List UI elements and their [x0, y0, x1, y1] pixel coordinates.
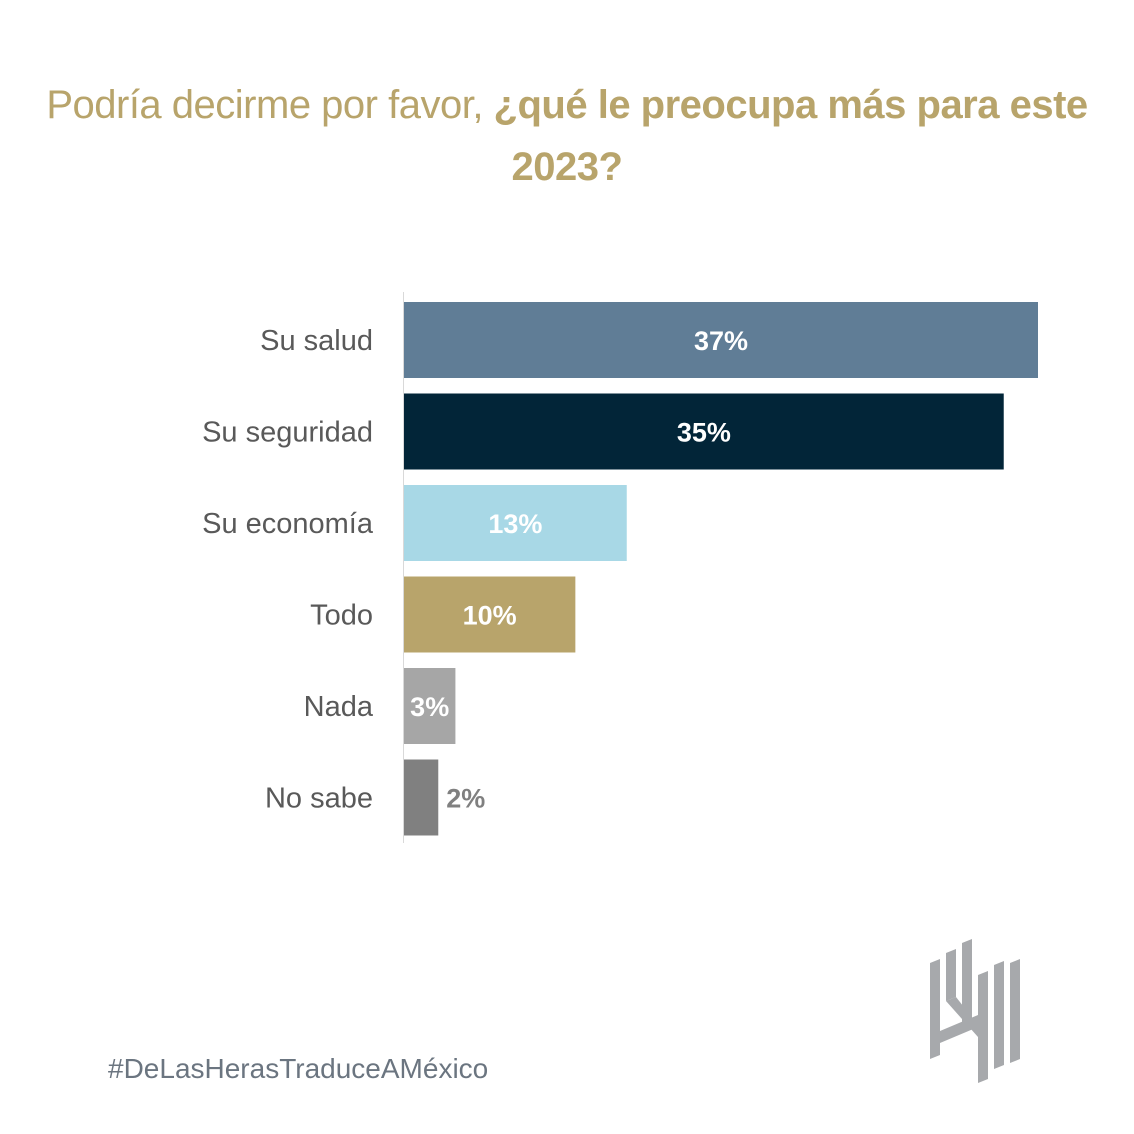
bar-nada	[404, 668, 456, 744]
value-label: 10%	[463, 601, 517, 631]
bar-todo	[404, 576, 576, 653]
category-label: Nada	[304, 691, 374, 723]
value-label: 35%	[677, 418, 731, 448]
bars-group: Su salud 37% Su seguridad 35% Su economía 13%…	[202, 302, 1038, 836]
bar-su-seguridad	[404, 393, 1004, 470]
category-label: Su seguridad	[202, 417, 373, 449]
bar-su-economía	[404, 485, 627, 561]
category-label: Su economía	[202, 508, 374, 540]
category-label: Su salud	[260, 325, 373, 357]
value-label: 37%	[694, 326, 748, 356]
title-light-part: Podría decirme por favor,	[46, 83, 494, 127]
value-label: 13%	[488, 509, 542, 539]
category-label: Todo	[310, 600, 373, 632]
bar-no-sabe	[404, 759, 439, 836]
value-label: 2%	[446, 784, 485, 814]
bar-su-salud	[404, 302, 1038, 378]
value-label: 3%	[410, 692, 449, 722]
hashtag-footer: #DeLasHerasTraduceAMéxico	[108, 1053, 489, 1084]
category-label: No sabe	[265, 783, 373, 815]
title-bold-part: ¿qué le preocupa más para este 2023?	[493, 83, 1089, 189]
de-las-heras-logo-icon	[930, 939, 1020, 1083]
chart-title: Podría decirme por favor, ¿qué le preocu…	[0, 74, 1134, 198]
